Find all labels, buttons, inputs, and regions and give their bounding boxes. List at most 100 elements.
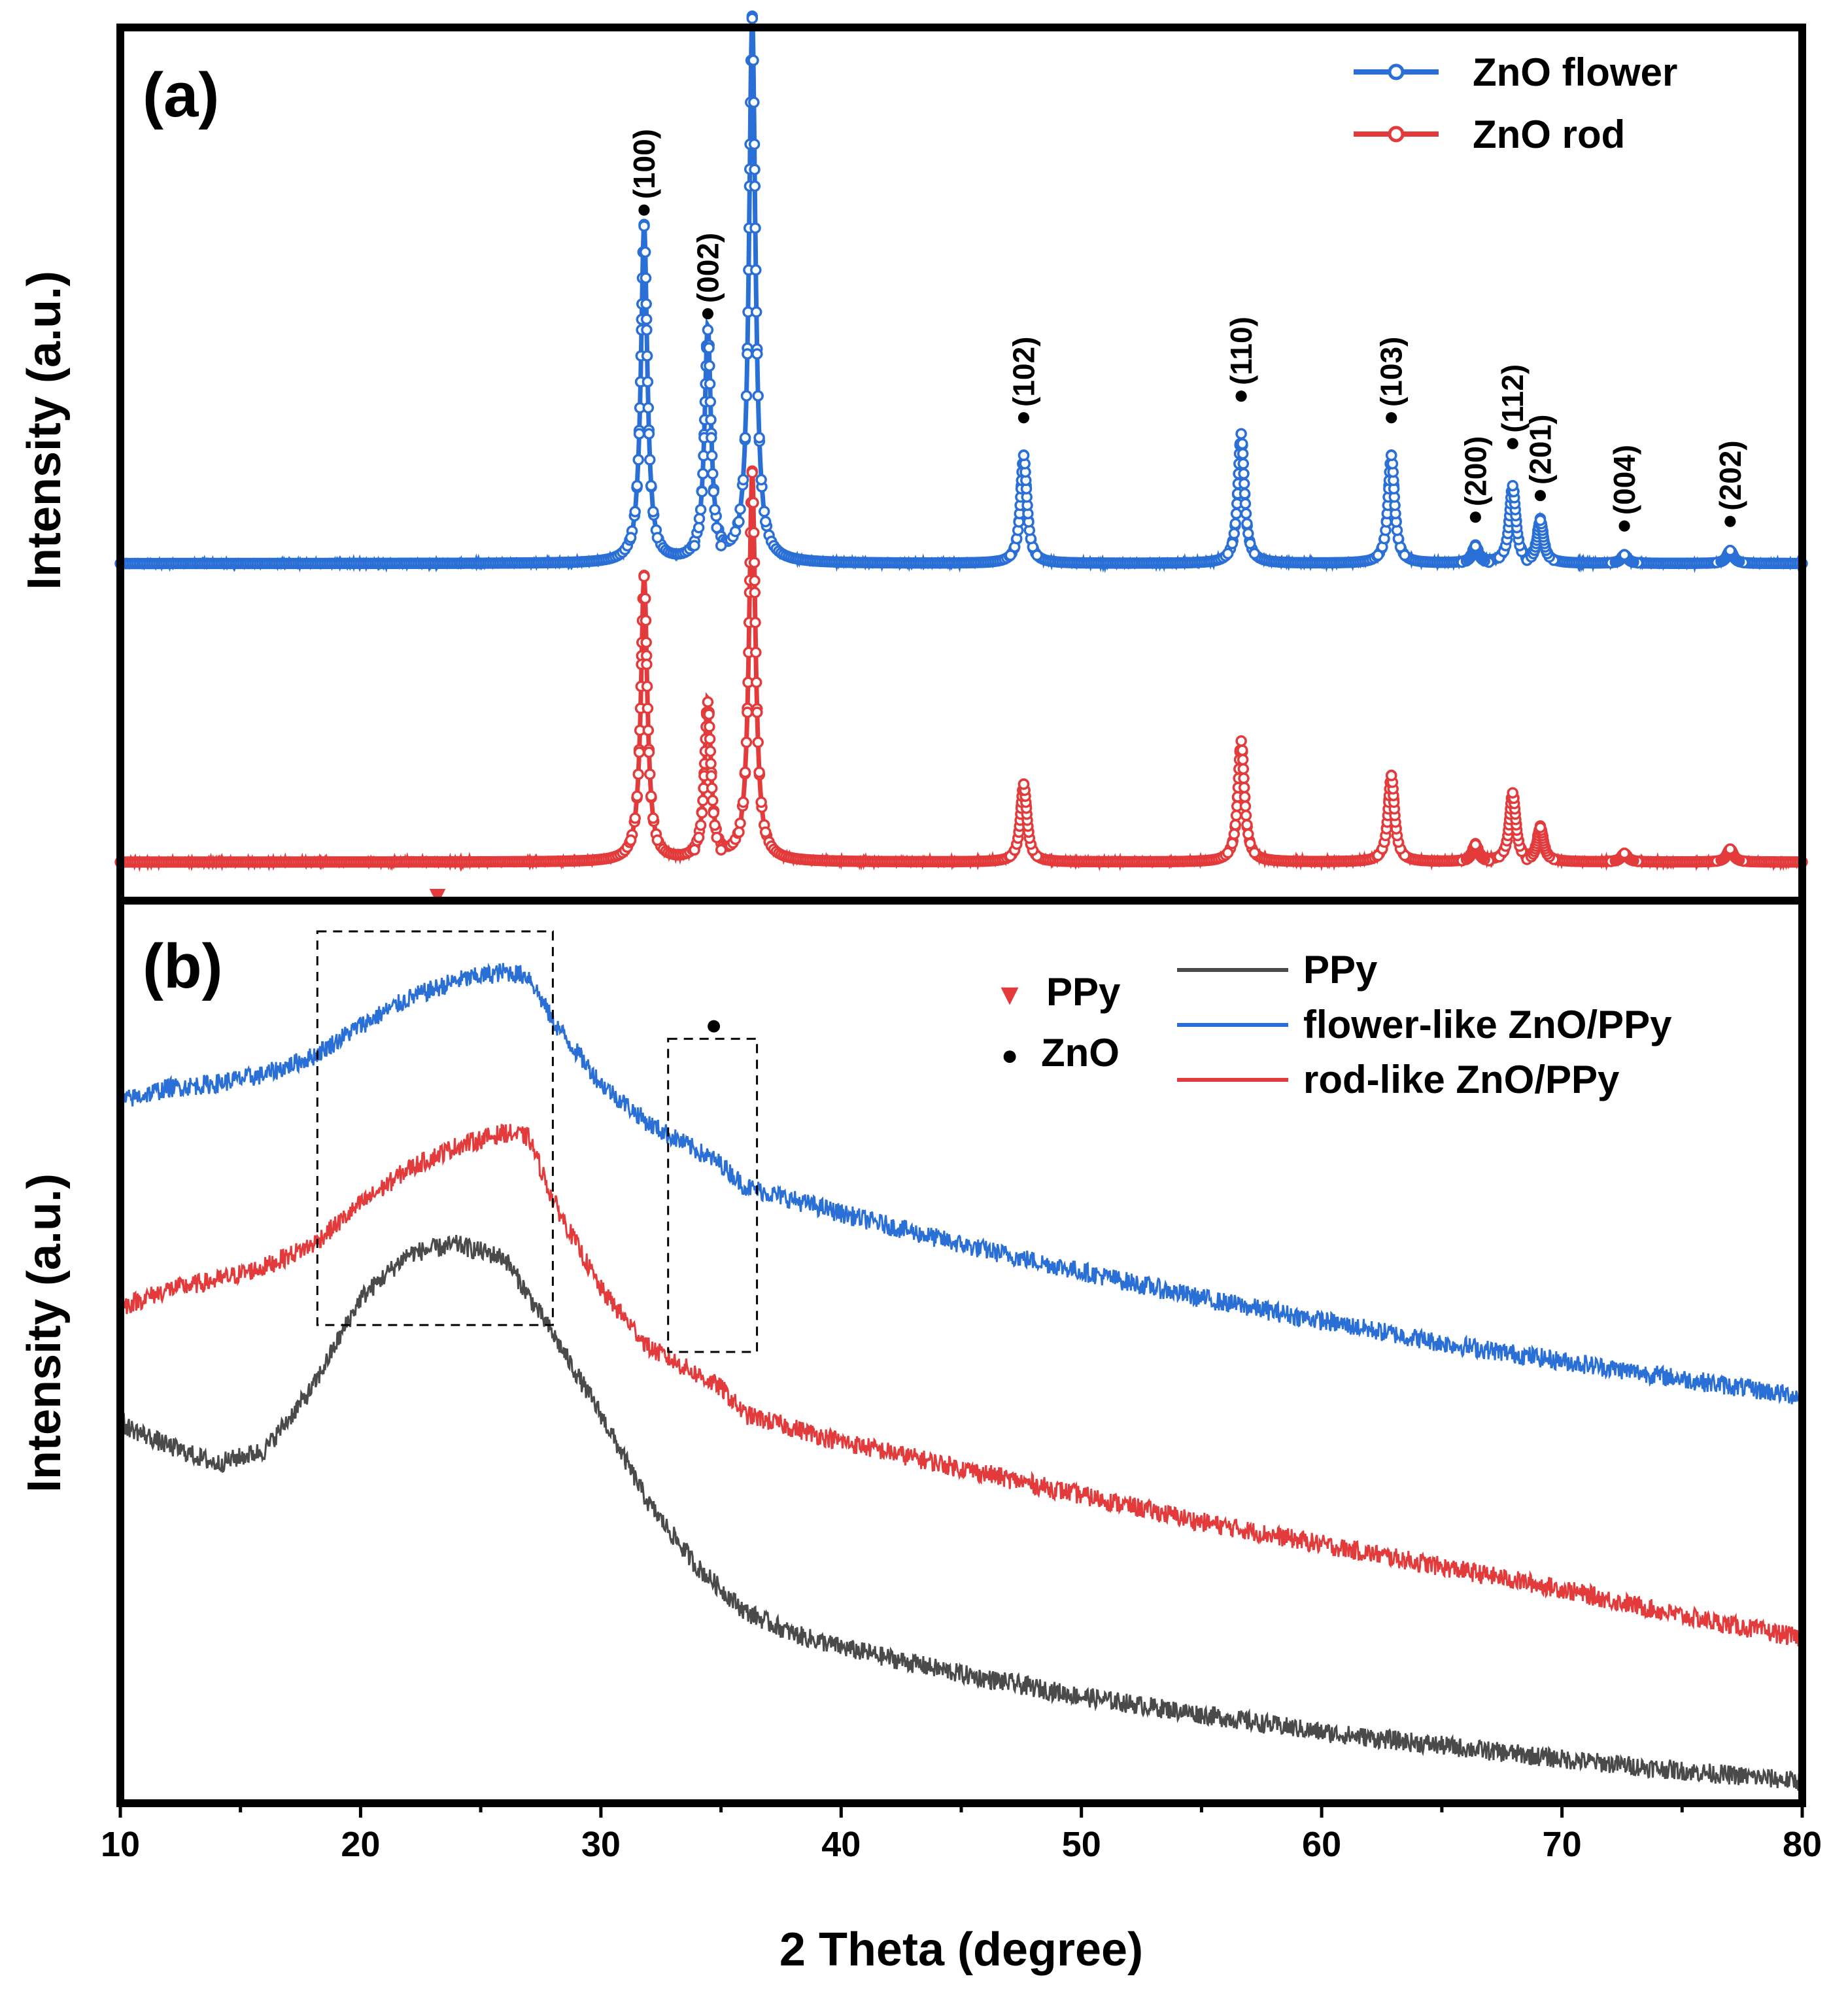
data-point — [748, 138, 761, 150]
peak-marker: ● — [1384, 402, 1399, 431]
peak-label: (004) — [1607, 445, 1641, 515]
data-point — [1238, 772, 1250, 784]
peak-point — [1385, 770, 1397, 782]
data-point — [641, 324, 653, 336]
data-point — [1230, 810, 1242, 822]
data-point — [734, 503, 746, 515]
panel-b-annotations: ▼● — [424, 880, 723, 1041]
data-point — [1238, 782, 1250, 793]
data-point — [752, 736, 764, 748]
data-point — [1237, 763, 1250, 775]
data-point — [642, 376, 654, 388]
series-line-flower-like-zno-ppy — [120, 962, 1804, 1407]
data-point — [689, 540, 700, 551]
x-tick-label: 20 — [341, 1825, 380, 1864]
data-point — [1238, 468, 1250, 480]
peak-marker: ● — [1505, 428, 1520, 457]
data-point — [708, 807, 719, 819]
data-point — [750, 306, 762, 318]
data-point — [1237, 458, 1250, 470]
data-point — [708, 485, 719, 498]
legend-label-rod-like: rod-like ZnO/PPy — [1303, 1058, 1620, 1101]
legend-label-ppy-symbol: PPy — [1046, 970, 1121, 1014]
data-point — [642, 702, 654, 714]
data-point — [693, 521, 705, 534]
data-point — [739, 432, 751, 444]
x-tick-label: 60 — [1302, 1825, 1341, 1864]
peak-point — [638, 220, 650, 232]
data-point — [632, 454, 644, 466]
legend-marker-ppy: ▼ — [995, 977, 1025, 1011]
data-point — [1239, 791, 1251, 803]
data-point — [1230, 508, 1242, 520]
data-point — [1226, 538, 1239, 549]
data-point — [1241, 517, 1253, 530]
panel-a-peak-labels: ●(100)●(002)●(101)●(102)●(110)●(103)●(20… — [627, 129, 1747, 539]
ppy-peak-marker: ▼ — [424, 880, 451, 910]
peak-point — [746, 466, 759, 479]
data-point — [645, 790, 657, 803]
data-point — [748, 557, 761, 568]
data-point — [1242, 528, 1254, 540]
data-point — [647, 812, 659, 824]
peak-label: (202) — [1713, 440, 1747, 510]
panel-b: ▼● (b) Intensity (a.u.) 10 20 30 40 50 60 70 80… — [18, 880, 1822, 1976]
data-point — [751, 706, 763, 718]
data-point — [749, 164, 761, 175]
x-tick-label: 40 — [821, 1825, 861, 1864]
data-point — [740, 390, 753, 402]
data-point — [1248, 547, 1261, 560]
legend-marker-zno-flower — [1388, 63, 1405, 80]
peak-marker: ● — [700, 298, 715, 327]
data-point — [733, 515, 745, 528]
peak-point — [1507, 787, 1518, 799]
data-point — [694, 819, 707, 831]
data-point — [640, 614, 652, 627]
data-point — [753, 432, 765, 444]
data-point — [755, 474, 767, 486]
data-point — [747, 54, 759, 67]
data-point — [1237, 753, 1249, 766]
data-point — [1237, 438, 1248, 450]
x-tick-label: 30 — [581, 1825, 621, 1864]
data-point — [1239, 498, 1252, 510]
panel-a: (a) Intensity (a.u.) ●(100)●(002)●(101)●… — [18, 10, 1808, 905]
legend-label-ppy: PPy — [1303, 948, 1378, 992]
peak-point — [1724, 843, 1736, 855]
data-point — [751, 348, 763, 360]
data-point — [1226, 837, 1239, 850]
data-point — [704, 745, 717, 757]
data-point — [750, 676, 762, 689]
data-point — [633, 746, 645, 758]
data-point — [742, 348, 753, 360]
zno-peak-marker: ● — [705, 1009, 723, 1041]
data-point — [755, 796, 767, 808]
data-point — [749, 587, 761, 598]
peak-label: (112) — [1496, 364, 1530, 433]
data-point — [704, 733, 716, 745]
data-point — [696, 807, 708, 819]
data-point — [640, 272, 652, 284]
data-point — [629, 812, 641, 824]
data-point — [641, 659, 653, 670]
peak-point — [638, 570, 650, 583]
data-point — [643, 428, 655, 440]
data-point — [703, 342, 715, 354]
data-point — [737, 796, 749, 808]
data-point — [631, 479, 643, 492]
series-line-ppy — [119, 1234, 1804, 1791]
peak-point — [746, 12, 759, 24]
x-tick-label: 70 — [1543, 1825, 1582, 1864]
data-point — [697, 468, 709, 480]
data-point — [1238, 477, 1250, 490]
data-point — [645, 479, 657, 492]
data-point — [706, 432, 717, 444]
legend-label-zno-symbol: ZnO — [1041, 1031, 1120, 1075]
peak-marker: ● — [1617, 510, 1632, 539]
data-point — [706, 450, 718, 462]
data-point — [1240, 508, 1252, 520]
peak-point — [1534, 514, 1547, 527]
panel-b-highlight-boxes — [316, 930, 759, 1353]
data-point — [640, 313, 653, 325]
peak-point — [1618, 848, 1630, 859]
